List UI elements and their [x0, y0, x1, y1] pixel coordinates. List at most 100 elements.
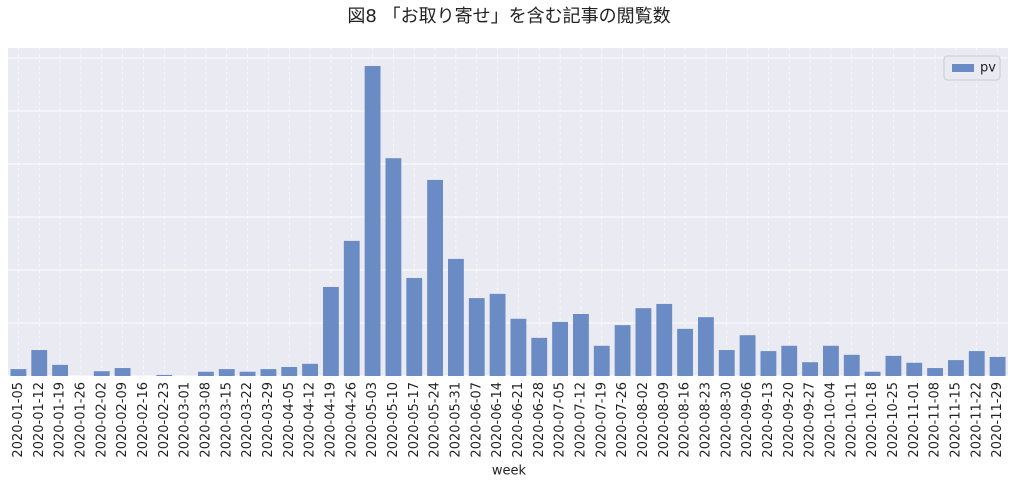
x-tick-label: 2020-03-01: [178, 382, 193, 458]
bar: [802, 362, 818, 376]
bar: [93, 371, 110, 376]
bar: [364, 66, 381, 377]
x-tick-label: 2020-08-02: [636, 382, 651, 458]
x-tick-label: 2020-05-03: [365, 382, 380, 458]
bar: [198, 371, 214, 376]
x-tick-label: 2020-08-09: [657, 382, 672, 458]
bar: [260, 369, 277, 376]
bar: [385, 158, 402, 376]
x-tick-label: 2020-05-10: [386, 382, 401, 458]
bar: [31, 350, 48, 376]
x-tick-label: 2020-10-18: [865, 382, 880, 458]
bar: [323, 286, 339, 376]
x-tick-label: 2020-06-21: [511, 382, 526, 458]
x-tick-label: 2020-11-01: [907, 382, 922, 458]
bar: [760, 351, 777, 376]
bar: [573, 314, 589, 376]
chart-title: 図8 「お取り寄せ」を含む記事の閲覧数: [347, 6, 670, 27]
bar: [281, 366, 298, 376]
x-tick-label: 2020-07-26: [615, 382, 630, 458]
x-tick-label: 2020-03-08: [198, 382, 213, 458]
bar: [302, 363, 318, 376]
x-tick-label: 2020-11-29: [990, 382, 1005, 458]
bar: [448, 258, 464, 376]
bar: [885, 355, 902, 376]
x-tick-label: 2020-07-05: [553, 382, 568, 458]
bar: [218, 369, 235, 376]
x-tick-label: 2020-08-16: [678, 382, 693, 458]
bar: [156, 374, 173, 376]
x-tick-label: 2020-04-26: [344, 382, 359, 458]
bar: [656, 303, 673, 376]
bar: [864, 371, 881, 376]
x-tick-label: 2020-01-05: [11, 382, 26, 458]
bar: [843, 354, 860, 376]
plot-area: [8, 48, 1008, 376]
x-tick-label: 2020-10-04: [823, 382, 838, 458]
x-tick-label: 2020-01-19: [53, 382, 68, 458]
x-tick-label: 2020-02-23: [157, 382, 172, 458]
bar: [823, 345, 839, 376]
bar: [927, 368, 943, 376]
bar: [552, 321, 568, 376]
x-tick-label: 2020-06-28: [532, 382, 547, 458]
x-tick-label: 2020-07-12: [573, 382, 588, 458]
bar: [677, 328, 693, 376]
x-tick-label: 2020-02-16: [136, 382, 151, 458]
bar: [468, 298, 485, 376]
x-tick-label: 2020-06-07: [469, 382, 484, 458]
bar: [489, 293, 506, 376]
x-tick-label: 2020-09-20: [782, 382, 797, 458]
x-tick-label: 2020-05-17: [407, 382, 422, 458]
x-tick-label: 2020-07-19: [594, 382, 609, 458]
bar: [614, 325, 631, 376]
bar: [989, 356, 1006, 376]
x-tick-label: 2020-04-12: [303, 382, 318, 458]
legend-label: pv: [980, 61, 996, 76]
x-tick-label: 2020-03-15: [219, 382, 234, 458]
bar: [593, 345, 610, 376]
x-tick-label: 2020-11-08: [928, 382, 943, 458]
bar: [781, 345, 798, 376]
bar: [406, 277, 423, 376]
x-tick-label: 2020-03-22: [240, 382, 255, 458]
x-tick-label: 2020-04-05: [282, 382, 297, 458]
x-tick-label: 2020-06-14: [490, 382, 505, 458]
bar: [739, 335, 756, 376]
x-tick-label: 2020-10-11: [844, 382, 859, 458]
x-tick-label: 2020-10-25: [886, 382, 901, 458]
bar: [718, 350, 735, 376]
x-tick-label: 2020-04-19: [323, 382, 338, 458]
x-tick-label: 2020-05-24: [428, 382, 443, 458]
bar: [52, 364, 68, 376]
x-tick-label: 2020-11-22: [969, 382, 984, 458]
bar: [239, 371, 256, 376]
bar: [635, 308, 652, 376]
x-tick-label: 2020-02-02: [94, 382, 109, 458]
x-tick-label: 2020-05-31: [448, 382, 463, 458]
x-tick-label: 2020-09-27: [803, 382, 818, 458]
x-axis-label: week: [492, 464, 527, 479]
bar: [343, 240, 360, 376]
x-tick-label: 2020-08-23: [698, 382, 713, 458]
bar: [531, 337, 548, 376]
x-tick-label: 2020-02-09: [115, 382, 130, 458]
bar: [948, 360, 964, 376]
bar: [968, 351, 985, 376]
x-tick-label: 2020-01-26: [73, 382, 88, 458]
bar: [10, 369, 27, 376]
bar: [510, 318, 527, 376]
x-tick-label: 2020-01-12: [32, 382, 47, 458]
bar: [427, 179, 443, 376]
legend-swatch: [952, 64, 974, 72]
bar: [698, 317, 714, 376]
x-tick-label: 2020-03-29: [261, 382, 276, 458]
x-tick-label: 2020-09-13: [761, 382, 776, 458]
bar: [114, 368, 131, 376]
bar: [906, 362, 923, 376]
x-tick-label: 2020-09-06: [740, 382, 755, 458]
x-tick-label: 2020-08-30: [719, 382, 734, 458]
x-tick-label: 2020-11-15: [948, 382, 963, 458]
